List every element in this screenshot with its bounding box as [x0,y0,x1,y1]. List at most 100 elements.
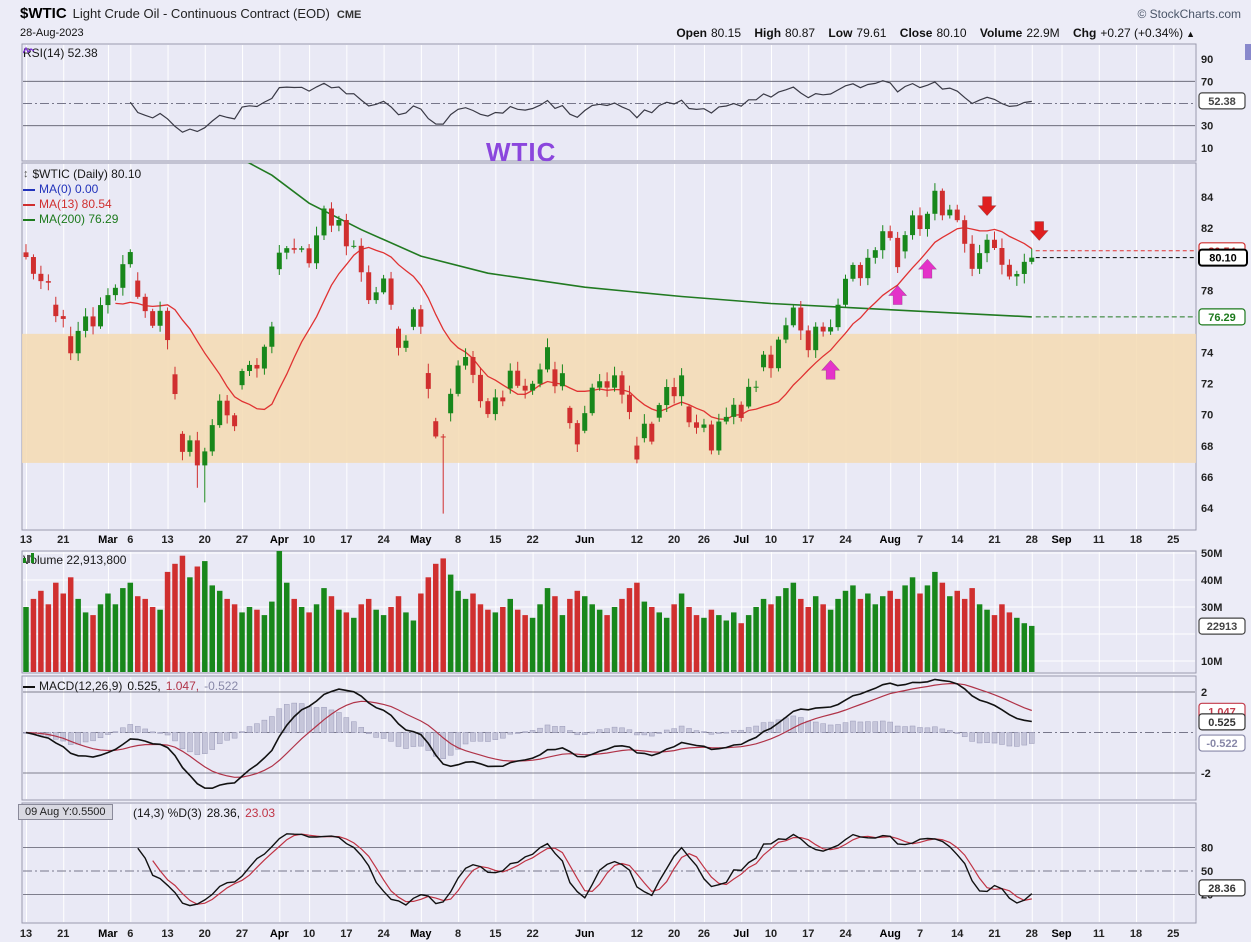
svg-text:22: 22 [526,534,538,546]
rsi-axis-label: 90 [1201,54,1213,66]
close-value: 80.10 [936,26,967,40]
scrollbar-nub[interactable] [1245,44,1251,60]
price-legend: ↕ $WTIC (Daily) 80.10 MA(0) 0.00 MA(13) 8… [23,167,141,227]
svg-text:May: May [410,928,432,940]
rsi-panel [21,43,1197,162]
price-axis-label: 72 [1201,379,1213,391]
svg-text:6: 6 [127,928,133,940]
svg-text:Mar: Mar [98,534,118,546]
svg-text:24: 24 [377,928,390,940]
stoch-grid [26,804,1175,922]
volume-axis-label: 30M [1201,602,1222,614]
rsi-legend: RSI(14) 52.38 [23,46,98,60]
volume-legend: Volume 22,913,800 [23,553,126,567]
annotation-arrow-down [1029,221,1049,241]
svg-text:13: 13 [161,534,173,546]
svg-text:17: 17 [802,928,814,940]
macd-value-box [1198,734,1246,752]
svg-text:20: 20 [199,534,211,546]
volume-bars-icon [23,553,34,563]
stoch-d-value: 23.03 [245,806,276,820]
exchange: CME [336,9,362,21]
ma200-legend: MA(200) 76.29 [39,212,119,227]
close-label: Close [899,26,933,40]
svg-text:21: 21 [57,534,69,546]
stoch-axis-label: 80 [1201,843,1213,855]
volume-axis-label: 10M [1201,656,1222,668]
svg-text:6: 6 [127,534,133,546]
low-value: 79.61 [856,26,887,40]
price-axis-label: 74 [1201,348,1214,360]
svg-text:Jun: Jun [575,928,595,940]
svg-text:21: 21 [988,534,1000,546]
svg-text:18: 18 [1130,534,1142,546]
svg-text:8: 8 [455,534,461,546]
price-axis-label: 68 [1201,441,1213,453]
svg-text:13: 13 [20,928,32,940]
rsi-axis-label: 10 [1201,143,1213,155]
price-axis-label: 78 [1201,285,1213,297]
macd-legend-name: MACD(12,26,9) [39,679,123,693]
svg-text:17: 17 [802,534,814,546]
ma0-legend: MA(0) 0.00 [39,182,99,197]
volume-bars [23,551,1035,672]
svg-text:Jul: Jul [733,534,749,546]
price-value-box [1198,248,1248,267]
svg-text:0.525: 0.525 [1208,717,1236,729]
svg-text:11: 11 [1093,534,1105,546]
svg-text:Mar: Mar [98,928,118,940]
svg-text:22: 22 [526,928,538,940]
high-label: High [754,26,782,40]
ma200-line-sample [23,219,35,222]
svg-text:-0.522: -0.522 [1206,738,1237,750]
annotation-arrow-up [887,285,908,305]
svg-text:17: 17 [340,928,352,940]
svg-text:12: 12 [631,534,643,546]
svg-text:21: 21 [57,928,69,940]
svg-text:14: 14 [951,928,964,940]
ma0-line-sample [23,189,35,192]
svg-text:20: 20 [668,534,680,546]
x-axis-labels: 13 21 Mar 6 13 20 27 Apr 10 17 24 May 8 15 22 Jun 12 20 26… [20,534,1180,546]
svg-text:52.38: 52.38 [1208,96,1236,108]
svg-text:21: 21 [988,928,1000,940]
stoch-legend: (14,3) %D(3) 28.36, 23.03 [133,806,275,820]
open-value: 80.15 [711,26,742,40]
svg-text:25: 25 [1167,928,1179,940]
x-axis-labels: 13 21 Mar 6 13 20 27 Apr 10 17 24 May 8 15 22 Jun 12 20 26… [20,928,1180,940]
annotation-arrow-up [917,258,938,279]
macd-legend: MACD(12,26,9) 0.525, 1.047, -0.522 [23,679,238,693]
ma13-legend: MA(13) 80.54 [39,197,112,212]
macd-line-sample [23,685,35,688]
ma200-line [247,163,1032,318]
rsi-legend-text: RSI(14) 52.38 [23,46,98,60]
svg-text:Apr: Apr [270,534,290,546]
macd-axis-label: -2 [1201,768,1211,780]
svg-text:Aug: Aug [880,928,901,940]
crosshair-tooltip: 09 Aug Y:0.5500 [18,804,113,820]
svg-text:17: 17 [340,534,352,546]
svg-text:Aug: Aug [880,534,901,546]
stoch-value-box [1198,879,1246,897]
rsi-value-box [1198,92,1246,110]
svg-text:20: 20 [199,928,211,940]
svg-text:27: 27 [236,534,248,546]
svg-text:24: 24 [377,534,390,546]
macd-axis-label: 2 [1201,687,1207,699]
price-axis-label: 82 [1201,223,1213,235]
svg-text:80.10: 80.10 [1209,253,1237,265]
symbol: $WTIC [20,5,67,22]
macd-hist-value: -0.522 [204,679,239,693]
svg-text:24: 24 [839,928,852,940]
macd-signal-value: 1.047, [165,679,200,693]
quote-row: Open 80.15 High 80.87 Low 79.61 Close 80.10 … [666,26,1195,40]
copyright: © StockCharts.com [1137,7,1241,21]
annotation-arrow-down [977,196,997,217]
svg-text:15: 15 [489,928,501,940]
candlesticks [23,183,1035,514]
rsi-axis-label: 30 [1201,121,1213,133]
svg-text:May: May [410,534,432,546]
ma13-line-sample [23,204,35,207]
volume-legend-text: Volume 22,913,800 [23,553,127,567]
